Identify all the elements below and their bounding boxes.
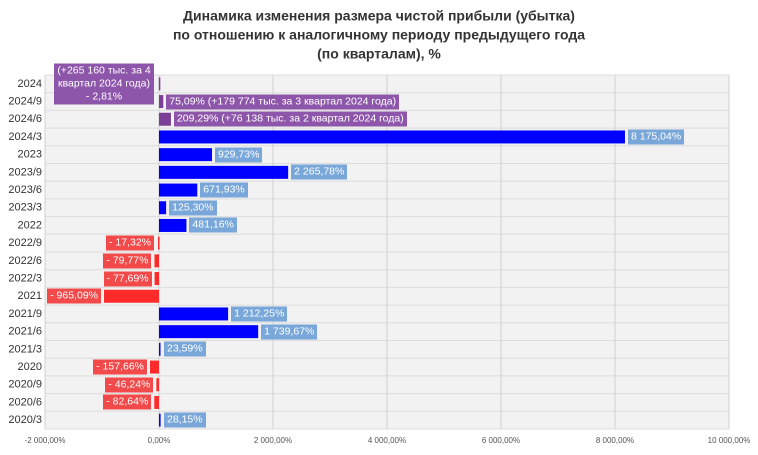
- bar: [159, 183, 198, 197]
- bar: [159, 413, 161, 427]
- value-label: 28,15%: [164, 412, 206, 428]
- y-tick-label: 2020/9: [8, 379, 42, 391]
- value-label: - 157,66%: [93, 359, 148, 375]
- x-tick-label: 8 000,00%: [596, 436, 634, 445]
- y-tick-label: 2022/3: [8, 272, 42, 284]
- chart-title: (по кварталам), %: [317, 46, 441, 62]
- x-tick-label: 4 000,00%: [368, 436, 406, 445]
- y-tick-label: 2022/6: [8, 255, 42, 267]
- x-tick-label: -2 000,00%: [25, 436, 66, 445]
- value-label: - 77,69%: [103, 271, 152, 287]
- value-label: 929,73%: [214, 147, 263, 163]
- y-tick-label: 2023/9: [8, 166, 42, 178]
- value-label: 75,09% (+179 774 тыс. за 3 квартал 2024 …: [166, 94, 400, 110]
- bar: [159, 148, 212, 162]
- bar: [103, 289, 159, 303]
- bar: [156, 378, 159, 392]
- y-tick-label: 2024: [18, 78, 42, 90]
- bar: [159, 342, 161, 356]
- bar: [158, 77, 161, 91]
- y-tick-label: 2021/9: [8, 308, 42, 320]
- chart-title: по отношению к аналогичному периоду пред…: [173, 27, 585, 43]
- y-tick-label: 2020/3: [8, 414, 42, 426]
- y-tick-label: 2023/3: [8, 202, 42, 214]
- bar: [159, 165, 289, 179]
- value-label: 671,93%: [200, 182, 248, 198]
- value-label: - 17,32%: [105, 235, 154, 251]
- bar: [159, 95, 164, 109]
- y-tick-label: 2024/9: [8, 95, 42, 107]
- y-tick-label: 2020/6: [8, 396, 42, 408]
- y-tick-label: 2023/6: [8, 184, 42, 196]
- x-tick-label: 0,00%: [148, 436, 171, 445]
- x-tick-label: 6 000,00%: [482, 436, 520, 445]
- value-label: - 79,77%: [103, 253, 152, 269]
- value-label: - 965,09%: [47, 288, 101, 304]
- bar: [150, 360, 159, 374]
- y-tick-label: 2022/9: [8, 237, 42, 249]
- y-tick-label: 2021/6: [8, 326, 42, 338]
- value-label: 23,59%: [164, 341, 206, 357]
- bar: [159, 112, 171, 126]
- bar: [158, 236, 160, 250]
- value-label: 8 175,04%: [627, 129, 685, 145]
- value-label: - 46,24%: [105, 377, 154, 393]
- value-label: 125,30%: [169, 200, 217, 216]
- value-label: 1 212,25%: [231, 306, 288, 322]
- y-tick-label: 2024/3: [8, 131, 42, 143]
- y-tick-label: 2022: [18, 219, 42, 231]
- y-tick-label: 2023: [18, 149, 42, 161]
- y-tick-label: 2021: [18, 290, 42, 302]
- value-label: 1 739,67%: [261, 324, 318, 340]
- bar: [159, 307, 229, 321]
- bar: [159, 218, 187, 232]
- x-tick-label: 10 000,00%: [708, 436, 751, 445]
- y-tick-label: 2021/3: [8, 343, 42, 355]
- value-label: - 82,64%: [103, 394, 152, 410]
- y-tick-label: 2024/6: [8, 113, 42, 125]
- value-label: (+265 160 тыс. за 4 квартал 2024 года) -…: [54, 63, 154, 105]
- value-label: 209,29% (+76 138 тыс. за 2 квартал 2024 …: [173, 111, 407, 127]
- bar: [159, 201, 167, 215]
- y-tick-label: 2020: [18, 361, 42, 373]
- chart-title: Динамика изменения размера чистой прибыл…: [183, 8, 575, 24]
- value-label: 481,16%: [189, 217, 237, 233]
- bar: [154, 272, 159, 286]
- bar: [154, 395, 159, 409]
- bar: [159, 130, 625, 144]
- bar: [159, 325, 259, 339]
- x-tick-label: 2 000,00%: [254, 436, 292, 445]
- bar: [154, 254, 159, 268]
- value-label: 2 265,78%: [291, 164, 348, 180]
